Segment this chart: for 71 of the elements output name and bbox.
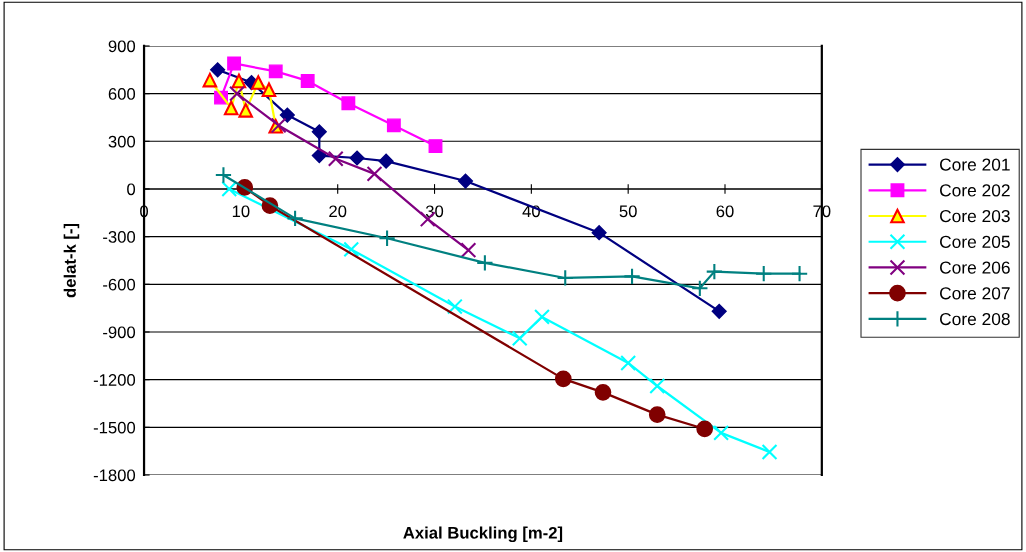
point — [261, 82, 277, 97]
legend-label: Core 205 — [940, 235, 1010, 248]
point — [691, 279, 709, 297]
y-tick-label: 300 — [108, 135, 136, 148]
legend-label: Core 203 — [940, 209, 1010, 223]
point — [696, 420, 714, 438]
point — [556, 269, 574, 287]
point — [378, 229, 396, 247]
point — [343, 241, 360, 258]
legend-label: Core 208 — [940, 312, 1010, 326]
point — [268, 64, 283, 79]
point — [711, 303, 727, 319]
x-tick-label: 20 — [329, 205, 347, 218]
point — [511, 330, 528, 347]
point — [713, 424, 730, 441]
point — [210, 62, 226, 78]
y-tick-label: -1200 — [93, 374, 136, 386]
point — [327, 150, 344, 167]
point — [457, 173, 474, 189]
point — [705, 262, 724, 281]
point — [227, 56, 242, 71]
y-tick-label: 600 — [108, 88, 136, 100]
legend-label: Core 201 — [940, 158, 1010, 171]
point — [594, 384, 612, 401]
point — [755, 265, 773, 283]
point — [221, 181, 238, 197]
point — [286, 209, 304, 228]
x-tick-label: 60 — [716, 205, 734, 218]
point — [231, 73, 247, 89]
point — [311, 124, 327, 140]
point — [279, 107, 295, 123]
y-tick-label: 0 — [127, 183, 136, 196]
point — [366, 165, 383, 182]
point — [223, 100, 239, 116]
y-tick-label: -900 — [103, 326, 136, 339]
y-tick-label: -600 — [103, 278, 136, 291]
y-axis-title: delat-k [-] — [63, 223, 80, 298]
x-tick-label: 50 — [619, 205, 637, 218]
point — [229, 85, 245, 102]
point — [251, 75, 266, 90]
legend-label: Core 207 — [940, 287, 1010, 300]
y-tick-label: 900 — [108, 40, 136, 53]
point — [214, 166, 233, 184]
point — [446, 298, 463, 315]
point — [476, 254, 494, 272]
point — [378, 153, 394, 169]
point — [428, 139, 443, 154]
point — [300, 73, 315, 88]
point — [623, 267, 641, 286]
point — [386, 118, 401, 133]
point — [649, 378, 666, 394]
point — [648, 406, 666, 423]
point — [534, 308, 550, 325]
point — [349, 150, 365, 166]
x-axis-title: Axial Buckling [m-2] — [403, 526, 563, 543]
point — [238, 103, 254, 118]
legend-label: Core 202 — [940, 184, 1010, 197]
y-tick-label: -1500 — [93, 421, 136, 434]
x-tick-label: 30 — [425, 205, 444, 218]
point — [620, 354, 637, 371]
point — [460, 242, 477, 259]
point — [761, 443, 778, 460]
legend-label: Core 206 — [940, 261, 1010, 274]
point — [591, 225, 607, 241]
point — [341, 96, 356, 111]
x-tick-label: 10 — [232, 205, 250, 218]
y-tick-label: -1800 — [93, 469, 136, 482]
point — [554, 370, 572, 388]
point — [202, 72, 218, 88]
point — [790, 265, 809, 283]
y-tick-label: -300 — [103, 231, 136, 243]
